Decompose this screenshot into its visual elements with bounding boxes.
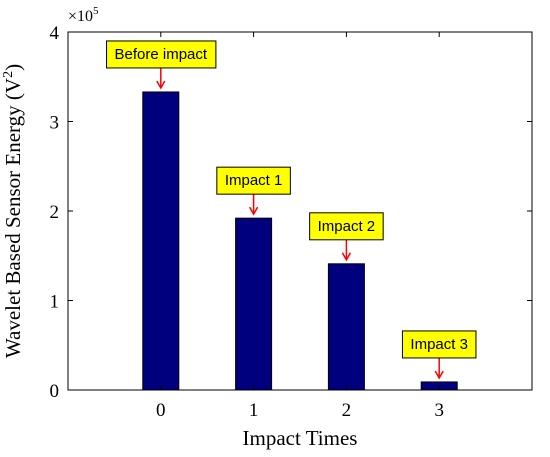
bars-group xyxy=(142,91,458,391)
bar-1 xyxy=(235,217,273,391)
bar-2 xyxy=(327,263,365,391)
y-axis-label-main: Wavelet Based Sensor Energy (V xyxy=(1,78,25,358)
bar-0 xyxy=(142,91,180,391)
y-axis-multiplier: ×105 xyxy=(68,5,99,25)
x-axis-label: Impact Times xyxy=(243,426,358,450)
annotation-arrowhead-2 xyxy=(341,252,352,262)
y-multiplier-exponent: 5 xyxy=(93,5,99,17)
y-axis-label: Wavelet Based Sensor Energy (V2) xyxy=(1,64,25,358)
y-tick-label-1: 1 xyxy=(50,292,60,313)
annotation-label-2: Impact 2 xyxy=(318,218,376,235)
annotation-box-1 xyxy=(216,166,291,195)
annotation-label-1: Impact 1 xyxy=(225,172,283,189)
x-tick-label-0: 0 xyxy=(156,400,166,421)
y-tick-label-4: 4 xyxy=(50,23,60,44)
y-axis-label-end: ) xyxy=(1,64,25,71)
annotation-box-0 xyxy=(106,40,217,69)
annotation-arrowhead-3 xyxy=(434,370,444,380)
y-tick-label-0: 0 xyxy=(50,381,60,402)
annotation-label-3: Impact 3 xyxy=(410,336,468,353)
x-tick-label-2: 2 xyxy=(342,400,352,421)
annotations-group: Before impact Impact 1 Impact 2 Impact 3 xyxy=(106,40,477,380)
annotation-arrowhead-0 xyxy=(156,80,166,90)
annotation-box-2 xyxy=(309,212,384,241)
y-tick-label-2: 2 xyxy=(50,202,60,223)
annotation-box-3 xyxy=(401,330,477,359)
x-tick-label-1: 1 xyxy=(249,400,259,421)
y-axis-label-superscript: 2 xyxy=(1,71,16,78)
annotation-arrowhead-1 xyxy=(248,206,259,216)
y-tick-label-3: 3 xyxy=(50,113,60,134)
ticks-group: 0 1 2 3 0 1 2 3 4 xyxy=(50,23,532,421)
annotation-label-0: Before impact xyxy=(115,46,208,63)
y-multiplier-base: ×10 xyxy=(68,8,93,25)
x-tick-label-3: 3 xyxy=(434,400,444,421)
